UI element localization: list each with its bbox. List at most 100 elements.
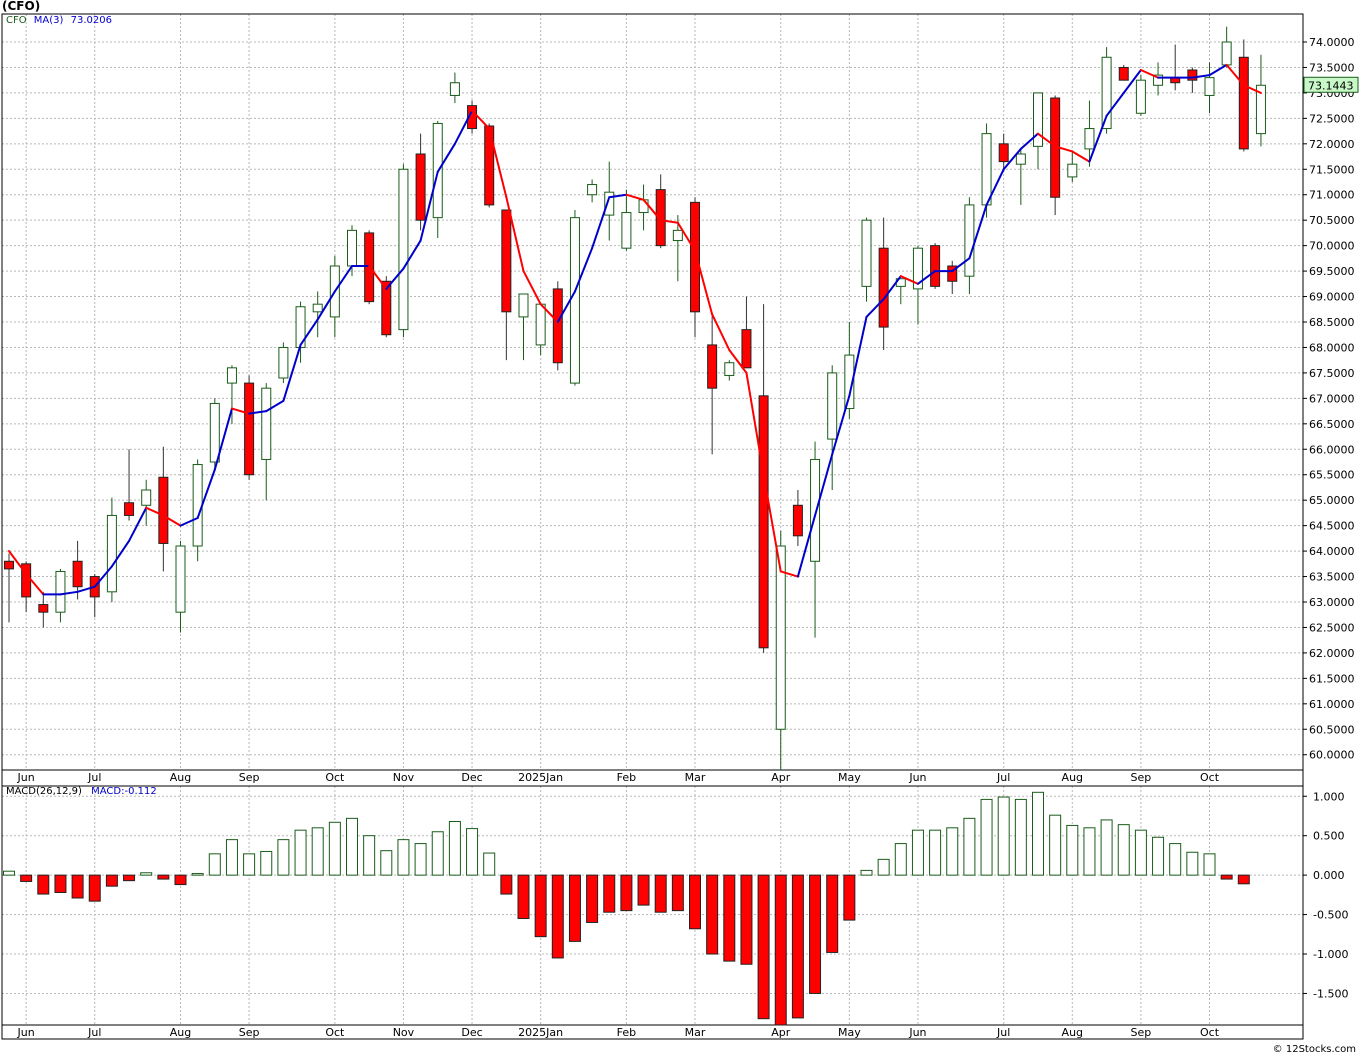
price-y-axis: 74.000073.500073.000072.500072.000071.50… (1303, 36, 1355, 762)
price-tick-label: 64.0000 (1309, 545, 1355, 558)
macd-bar (689, 874, 701, 930)
ma-segment (110, 539, 131, 568)
macd-bar (1237, 874, 1250, 885)
macd-x-tick-label: Oct (325, 1026, 345, 1039)
macd-bar (1117, 824, 1130, 876)
candle (690, 197, 700, 338)
candle (878, 217, 889, 350)
macd-bar (963, 817, 976, 876)
ma-segment (248, 410, 268, 415)
macd-bar (774, 874, 787, 1026)
macd-tick-label: 0.000 (1313, 869, 1345, 882)
macd-bar (620, 874, 633, 912)
macd-bar (946, 827, 959, 876)
macd-bar (551, 874, 564, 959)
macd-bar (1049, 814, 1062, 876)
macd-bar (88, 874, 101, 902)
price-tick-label: 62.5000 (1309, 621, 1355, 634)
candle (1015, 148, 1026, 205)
price-x-tick-label: Jun (17, 771, 35, 784)
macd-bar (1220, 874, 1233, 880)
candle (587, 179, 598, 203)
macd-y-axis: 1.000 0.500 0.000 -0.500 -1.000 -1.500 (1303, 790, 1348, 1000)
candle-body (4, 560, 14, 570)
candle-body (381, 280, 392, 336)
macd-bar (431, 831, 444, 876)
ma-segment (196, 468, 216, 519)
candle (415, 133, 426, 231)
price-tick-label: 63.5000 (1309, 571, 1355, 584)
candle-body (878, 247, 889, 328)
ma-segment (316, 290, 336, 321)
price-tick-label: 61.0000 (1309, 698, 1355, 711)
macd-x-tick-label: May (838, 1026, 861, 1039)
candle (398, 164, 409, 338)
price-x-tick-label: Oct (325, 771, 345, 784)
candle (844, 322, 855, 419)
macd-bar (1066, 824, 1079, 876)
candle (792, 490, 803, 546)
candle (621, 189, 632, 251)
ma-segment (848, 315, 868, 397)
ma-segment (299, 318, 319, 346)
ma-segment (1139, 69, 1160, 79)
ma-segment (1225, 63, 1245, 87)
candle-body (1221, 41, 1232, 66)
candle-body (569, 217, 580, 384)
candle-body (1033, 92, 1043, 147)
macd-bar (174, 874, 187, 886)
candle (707, 314, 718, 455)
candle-body (415, 153, 426, 221)
candle (724, 360, 735, 381)
macd-bar (123, 874, 136, 882)
candle (741, 296, 752, 369)
macd-bar (894, 843, 907, 876)
candle (38, 591, 49, 628)
ma-segment (1019, 132, 1039, 150)
ma-line (8, 63, 1262, 596)
candle (278, 342, 289, 384)
candle (484, 123, 495, 208)
ma-segment (762, 473, 782, 573)
macd-x-tick-label: Aug (1062, 1026, 1083, 1039)
candle (381, 276, 392, 338)
candle-body (707, 344, 718, 389)
last-price-label: 73.1443 (1308, 79, 1354, 92)
macd-bar (740, 874, 753, 965)
ma-segment (1191, 74, 1211, 79)
macd-tick-label: 0.500 (1313, 830, 1345, 843)
ma-segment (128, 506, 148, 542)
ma-segment (556, 290, 576, 323)
macd-bar (328, 821, 341, 876)
macd-bar (483, 852, 496, 876)
ma-segment (796, 514, 817, 578)
candle (655, 174, 666, 249)
ma-segment (951, 257, 971, 273)
candle-body (741, 329, 752, 369)
macd-bar (157, 874, 170, 880)
candle (930, 243, 941, 289)
candle-body (449, 82, 460, 96)
ma-segment (694, 249, 714, 316)
candle (552, 281, 563, 371)
ma-segment (882, 275, 902, 301)
macd-bar (363, 835, 376, 876)
macd-bar (843, 874, 856, 921)
legend-ma-value: 73.0206 (70, 15, 112, 26)
candle-body (1084, 128, 1095, 150)
candle-body (758, 395, 769, 649)
ma-segment (505, 196, 525, 273)
macd-x-tick-label: Sep (239, 1026, 260, 1039)
candle (1067, 151, 1078, 182)
candle-body (981, 133, 992, 206)
candle (501, 209, 512, 361)
ma-segment (436, 142, 456, 173)
price-x-tick-label: Sep (1131, 771, 1152, 784)
macd-bar (105, 874, 118, 887)
macd-x-tick-label: Jun (17, 1026, 35, 1039)
macd-bars (3, 791, 1250, 1026)
candle-body (964, 204, 975, 277)
price-x-axis-band (1, 769, 1304, 787)
macd-bar (1032, 791, 1044, 876)
macd-bar (294, 829, 307, 876)
